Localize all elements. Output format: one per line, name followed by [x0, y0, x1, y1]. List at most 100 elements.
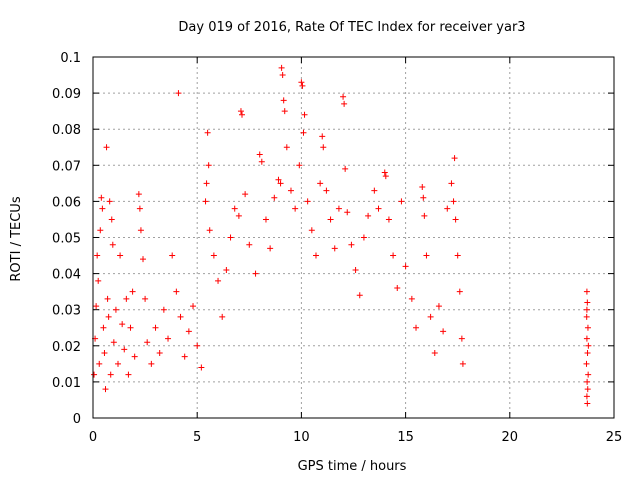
data-point — [103, 144, 110, 151]
y-tick-label: 0 — [73, 412, 81, 427]
data-point — [327, 216, 334, 223]
data-point — [421, 212, 428, 219]
data-point — [206, 227, 213, 234]
data-point — [281, 108, 288, 115]
data-point — [301, 111, 308, 118]
axis-ticks — [92, 56, 615, 419]
data-point — [117, 252, 124, 259]
data-point — [258, 158, 265, 165]
data-point — [142, 295, 149, 302]
data-point — [583, 288, 590, 295]
data-point — [584, 386, 591, 393]
data-point — [135, 191, 142, 198]
data-point — [97, 227, 104, 234]
data-point — [177, 313, 184, 320]
data-point — [275, 176, 282, 183]
data-point — [371, 187, 378, 194]
data-point — [340, 93, 347, 100]
data-point — [262, 216, 269, 223]
data-point — [419, 183, 426, 190]
data-point — [394, 285, 401, 292]
data-point — [252, 270, 259, 277]
y-tick-label: 0.1 — [60, 51, 81, 66]
data-point — [140, 256, 147, 263]
data-point — [450, 198, 457, 205]
data-point — [152, 324, 159, 331]
data-point — [296, 162, 303, 169]
data-point — [420, 194, 427, 201]
x-tick-label: 0 — [89, 430, 97, 445]
data-point — [408, 295, 415, 302]
data-points — [91, 64, 592, 407]
x-tick-labels: 0 5 10 15 20 25 — [89, 430, 622, 445]
y-tick-label: 0.08 — [52, 123, 81, 138]
data-point — [299, 82, 306, 89]
data-point — [104, 295, 111, 302]
data-point — [175, 90, 182, 97]
data-point — [385, 216, 392, 223]
data-point — [95, 277, 102, 284]
data-point — [115, 360, 122, 367]
y-axis-label: ROTI / TECUs — [9, 196, 24, 281]
data-point — [91, 371, 98, 378]
data-point — [279, 72, 286, 79]
data-point — [181, 353, 188, 360]
data-point — [320, 144, 327, 151]
data-point — [459, 360, 466, 367]
data-point — [583, 313, 590, 320]
data-point — [277, 180, 284, 187]
data-point — [105, 313, 112, 320]
data-point — [319, 133, 326, 140]
data-point — [298, 79, 305, 86]
data-point — [223, 266, 230, 273]
data-point — [382, 173, 389, 180]
data-point — [108, 216, 115, 223]
data-point — [125, 371, 132, 378]
data-point — [312, 252, 319, 259]
data-point — [267, 245, 274, 252]
data-point — [173, 288, 180, 295]
data-point — [398, 198, 405, 205]
data-point — [123, 295, 130, 302]
data-point — [110, 339, 117, 346]
data-point — [427, 313, 434, 320]
data-point — [169, 252, 176, 259]
data-point — [235, 212, 242, 219]
data-point — [344, 209, 351, 216]
x-tick-label: 10 — [293, 430, 310, 445]
data-point — [444, 205, 451, 212]
data-point — [121, 346, 128, 353]
data-point — [107, 371, 114, 378]
data-point — [204, 129, 211, 136]
data-point — [194, 342, 201, 349]
data-point — [283, 144, 290, 151]
data-point — [448, 180, 455, 187]
data-point — [185, 328, 192, 335]
data-point — [584, 378, 591, 385]
data-point — [271, 194, 278, 201]
y-tick-label: 0.05 — [52, 232, 81, 247]
x-axis-label: GPS time / hours — [298, 459, 407, 474]
data-point — [98, 194, 105, 201]
data-point — [237, 108, 244, 115]
y-tick-label: 0.01 — [52, 376, 81, 391]
data-point — [342, 165, 349, 172]
chart-title: Day 019 of 2016, Rate Of TEC Index for r… — [178, 20, 525, 35]
data-point — [106, 198, 113, 205]
data-point — [119, 321, 126, 328]
x-tick-label: 20 — [502, 430, 519, 445]
data-point — [381, 169, 388, 176]
data-point — [109, 241, 116, 248]
data-point — [203, 180, 210, 187]
data-point — [215, 277, 222, 284]
data-point — [280, 97, 287, 104]
data-point — [102, 386, 109, 393]
data-point — [413, 324, 420, 331]
data-point — [360, 234, 367, 241]
data-point — [246, 241, 253, 248]
data-point — [583, 360, 590, 367]
data-point — [136, 205, 143, 212]
y-tick-label: 0.02 — [52, 340, 81, 355]
grid — [93, 57, 614, 418]
